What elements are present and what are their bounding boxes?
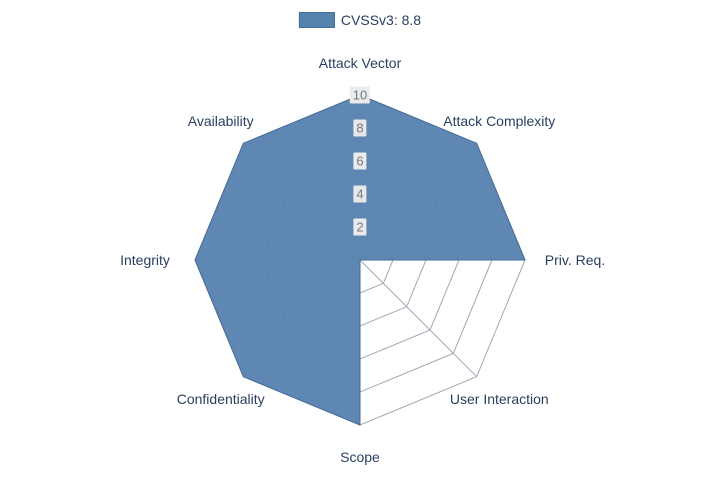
axis-label: Attack Complexity xyxy=(443,113,555,129)
axis-label: User Interaction xyxy=(450,391,549,407)
axis-label: Priv. Req. xyxy=(545,252,605,268)
cvss-radar-chart: CVSSv3: 8.8 Attack VectorAttack Complexi… xyxy=(0,0,720,504)
axis-label: Attack Vector xyxy=(319,55,401,71)
tick-label: 8 xyxy=(353,120,366,137)
tick-label: 4 xyxy=(353,186,366,203)
axis-label: Scope xyxy=(340,449,380,465)
axis-label: Availability xyxy=(188,113,254,129)
radar-svg xyxy=(0,0,720,504)
tick-label: 10 xyxy=(350,87,370,104)
axis-label: Integrity xyxy=(120,252,170,268)
tick-label: 2 xyxy=(353,219,366,236)
tick-label: 6 xyxy=(353,153,366,170)
axis-label: Confidentiality xyxy=(177,391,265,407)
